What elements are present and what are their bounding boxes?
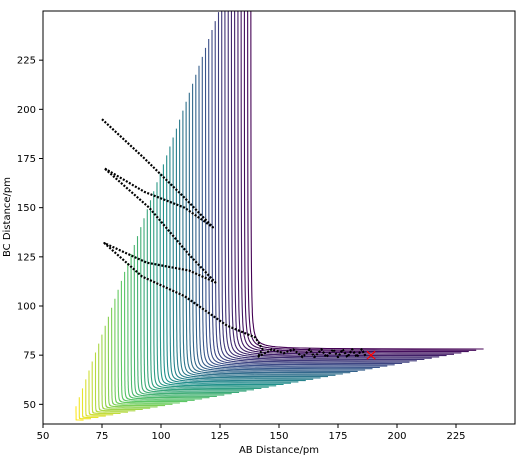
contour-line	[224, 11, 425, 361]
contour-line	[162, 164, 284, 386]
contour-line	[153, 191, 262, 390]
contour-line	[234, 11, 447, 357]
y-tick-label: 200	[17, 105, 36, 116]
contour-line	[149, 200, 255, 391]
contour-line	[101, 334, 143, 411]
y-axis-label: BC Distance/pm	[2, 177, 13, 257]
contour-line	[133, 245, 217, 397]
contour-line	[166, 155, 291, 384]
contour-line	[111, 307, 166, 407]
contour-line	[217, 12, 410, 363]
contour-line	[94, 352, 129, 413]
contour-line	[179, 119, 321, 379]
contour-line	[227, 11, 432, 359]
contour-line	[98, 343, 136, 412]
contour-line	[88, 370, 114, 416]
contour-line	[211, 29, 395, 366]
y-tick-label: 175	[17, 154, 36, 165]
x-tick-label: 75	[96, 431, 109, 442]
contour-line	[175, 128, 314, 380]
contour-line	[221, 11, 417, 362]
end-marker	[366, 350, 376, 360]
y-tick-label: 150	[17, 203, 36, 214]
x-axis-label: AB Distance/pm	[239, 445, 319, 456]
contour-line	[204, 47, 380, 368]
contour-line	[198, 65, 366, 371]
contour-line	[192, 83, 351, 374]
end-marker-stroke	[366, 350, 376, 360]
x-tick-label: 125	[210, 431, 229, 442]
contour-line	[156, 182, 269, 388]
contour-line	[240, 11, 462, 354]
contour-line	[107, 316, 158, 408]
x-tick-label: 50	[37, 431, 50, 442]
contour-line	[214, 21, 403, 365]
contour-line	[188, 92, 343, 375]
contour-line	[247, 11, 477, 351]
contour-line	[124, 271, 195, 401]
contour-line	[78, 397, 91, 420]
y-tick-label: 225	[17, 56, 36, 67]
contour-line	[146, 209, 247, 392]
contour-line	[172, 137, 306, 382]
contour-line	[120, 280, 188, 403]
contour-line	[136, 236, 225, 396]
x-tick-label: 225	[446, 431, 465, 442]
contour-line	[243, 11, 469, 353]
contour-line	[169, 146, 299, 383]
contour-line	[104, 325, 151, 409]
contour-line	[201, 56, 373, 370]
y-tick-label: 75	[23, 351, 36, 362]
contour-line	[185, 101, 336, 376]
contour-line	[81, 388, 99, 418]
y-axis-ticks: 50 75 100 125 150 175 200 225	[17, 56, 43, 411]
contour-line	[182, 110, 328, 378]
x-tick-label: 200	[387, 431, 406, 442]
contour-line	[117, 289, 180, 404]
contour-line	[140, 227, 232, 395]
contour-lines	[75, 11, 484, 421]
y-tick-label: 125	[17, 252, 36, 263]
x-tick-label: 175	[328, 431, 347, 442]
contour-line	[75, 406, 84, 421]
contour-line	[159, 173, 277, 387]
contour-line	[195, 74, 358, 372]
contour-line	[230, 11, 440, 358]
contour-line	[91, 361, 121, 415]
y-tick-label: 100	[17, 302, 36, 313]
contour-line	[127, 262, 203, 400]
trajectory-path	[101, 118, 368, 359]
y-tick-label: 50	[23, 400, 36, 411]
contour-line	[130, 254, 210, 399]
x-tick-label: 100	[151, 431, 170, 442]
contour-line	[143, 218, 240, 393]
trajectory-line	[101, 118, 368, 359]
contour-line	[114, 298, 173, 405]
contour-line	[85, 379, 106, 417]
x-axis-ticks: 50 75 100 125 150 175 200 225	[37, 424, 466, 442]
x-tick-label: 150	[269, 431, 288, 442]
contour-line	[208, 38, 388, 367]
